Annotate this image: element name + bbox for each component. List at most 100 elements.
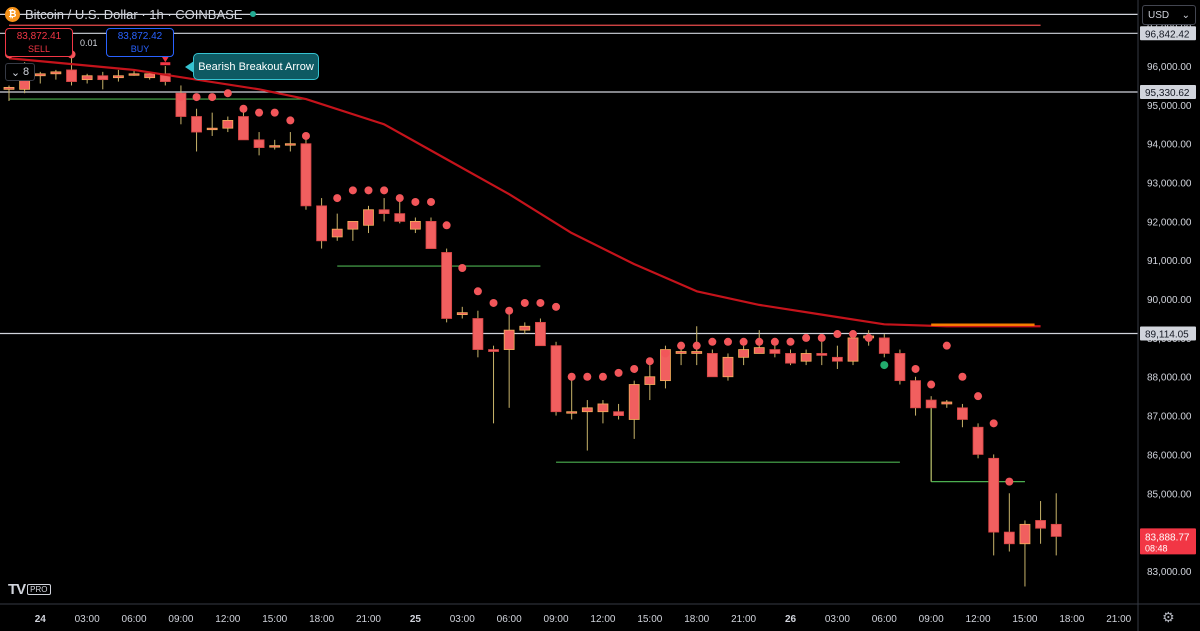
candle-body [81, 75, 93, 81]
indicators-toggle-button[interactable]: ⌄ 8 [5, 63, 35, 81]
price-tick-label: 96,000.00 [1147, 62, 1192, 73]
candle-body [691, 351, 703, 354]
sar-dot [927, 380, 936, 389]
sar-dot [849, 330, 858, 339]
candle-body [878, 337, 890, 354]
candle-body [34, 73, 46, 77]
time-tick-label: 24 [35, 614, 47, 625]
candle-body [675, 351, 687, 354]
candle-body [613, 411, 624, 416]
time-tick-label: 18:00 [1059, 614, 1084, 625]
sar-dot [974, 392, 983, 401]
pro-badge: PRO [27, 584, 51, 595]
time-tick-label: 15:00 [1012, 614, 1037, 625]
sell-label: SELL [27, 44, 51, 54]
time-tick-label: 26 [785, 614, 797, 625]
candle-body [972, 426, 984, 455]
candle-body [925, 399, 937, 409]
price-axis[interactable]: 83,000.0084,000.0085,000.0086,000.0087,0… [1137, 0, 1196, 631]
sar-dot [708, 337, 717, 346]
candle-body [722, 356, 734, 378]
time-tick-label: 21:00 [1106, 614, 1131, 625]
time-tick-label: 18:00 [309, 614, 334, 625]
candle-body [816, 353, 828, 356]
candle-body [238, 116, 249, 141]
bar-countdown-label: 08:48 [1145, 543, 1168, 553]
sar-dot [505, 306, 514, 315]
horizontal-lines [0, 13, 1138, 335]
line-price-tag [1140, 326, 1196, 341]
candle-body [97, 75, 109, 81]
time-tick-label: 06:00 [497, 614, 522, 625]
price-tick-label: 90,000.00 [1147, 295, 1192, 306]
currency-select[interactable]: USD ⌄ [1142, 5, 1196, 25]
price-tick-label: 94,000.00 [1147, 140, 1192, 151]
candle-body [785, 353, 796, 364]
candle-body [1019, 523, 1031, 545]
candle-body [847, 337, 859, 362]
time-axis[interactable]: 24 03:00 06:00 09:00 12:00 15:00 18:00 21:00 25 0… [0, 603, 1200, 625]
buy-button[interactable]: 83,872.42 BUY [106, 28, 174, 57]
sar-dot [802, 333, 811, 342]
buy-price: 83,872.42 [117, 31, 163, 42]
candle-body [222, 120, 234, 129]
time-tick-label: 03:00 [75, 614, 100, 625]
candle-body [269, 145, 281, 148]
time-tick-label: 15:00 [637, 614, 662, 625]
time-tick-label: 21:00 [731, 614, 756, 625]
time-tick-label: 09:00 [919, 614, 944, 625]
sar-dot [255, 108, 264, 117]
callout-text: Bearish Breakout Arrow [198, 60, 314, 73]
time-tick-label: 21:00 [356, 614, 381, 625]
time-tick-label: 06:00 [122, 614, 147, 625]
symbol-title-bar[interactable]: ₿ Bitcoin / U.S. Dollar · 1h · COINBASE [5, 6, 257, 22]
time-tick-label: 25 [410, 614, 422, 625]
ma-line [8, 57, 1041, 328]
gear-icon[interactable]: ⚙ [1162, 609, 1175, 625]
candle-body [441, 252, 453, 319]
candle-body [456, 312, 468, 316]
candle-body [519, 325, 531, 331]
sar-dot [520, 298, 529, 307]
candle-body [566, 411, 578, 414]
candle-body [472, 318, 484, 350]
chevron-down-icon: ⌄ [10, 66, 21, 79]
spread-value: 0.01 [80, 38, 98, 48]
candle-body [206, 127, 218, 131]
last-price-label: 83,888.77 [1145, 532, 1190, 543]
price-tick-label: 92,000.00 [1147, 217, 1192, 228]
annotation-callout[interactable]: Bearish Breakout Arrow [185, 53, 319, 80]
symbol-title: Bitcoin / U.S. Dollar · 1h · COINBASE [25, 6, 243, 22]
candle-body [550, 345, 562, 413]
sar-dot [614, 368, 623, 377]
candle-body [1035, 520, 1046, 529]
sar-dot [208, 93, 217, 102]
sar-dot [817, 333, 826, 342]
candle-body [3, 86, 15, 90]
sar-dot [864, 333, 873, 342]
sar-dot [583, 372, 592, 381]
candle-body [957, 407, 968, 420]
candle-body [300, 143, 312, 207]
price-tick-label: 91,000.00 [1147, 256, 1192, 267]
logo-mark: TV [8, 581, 26, 598]
sar-dot [942, 341, 951, 350]
sar-dot [380, 186, 389, 195]
sar-dot [739, 337, 748, 346]
time-tick-label: 09:00 [544, 614, 569, 625]
sar-dot [364, 186, 373, 195]
candle-bodies [3, 69, 1062, 545]
sar-dot [489, 298, 498, 307]
line-price-label: 96,842.42 [1145, 29, 1190, 40]
candle-body [128, 73, 140, 76]
candle-body [800, 353, 812, 362]
sell-button[interactable]: 83,872.41 SELL [5, 28, 73, 57]
candle-body [535, 321, 546, 347]
sar-dot [677, 341, 686, 350]
tradingview-logo: TV PRO [8, 581, 51, 598]
candle-body [738, 349, 750, 358]
sar-dot [333, 194, 342, 203]
sar-dot [473, 287, 482, 296]
candle-body [191, 116, 202, 133]
